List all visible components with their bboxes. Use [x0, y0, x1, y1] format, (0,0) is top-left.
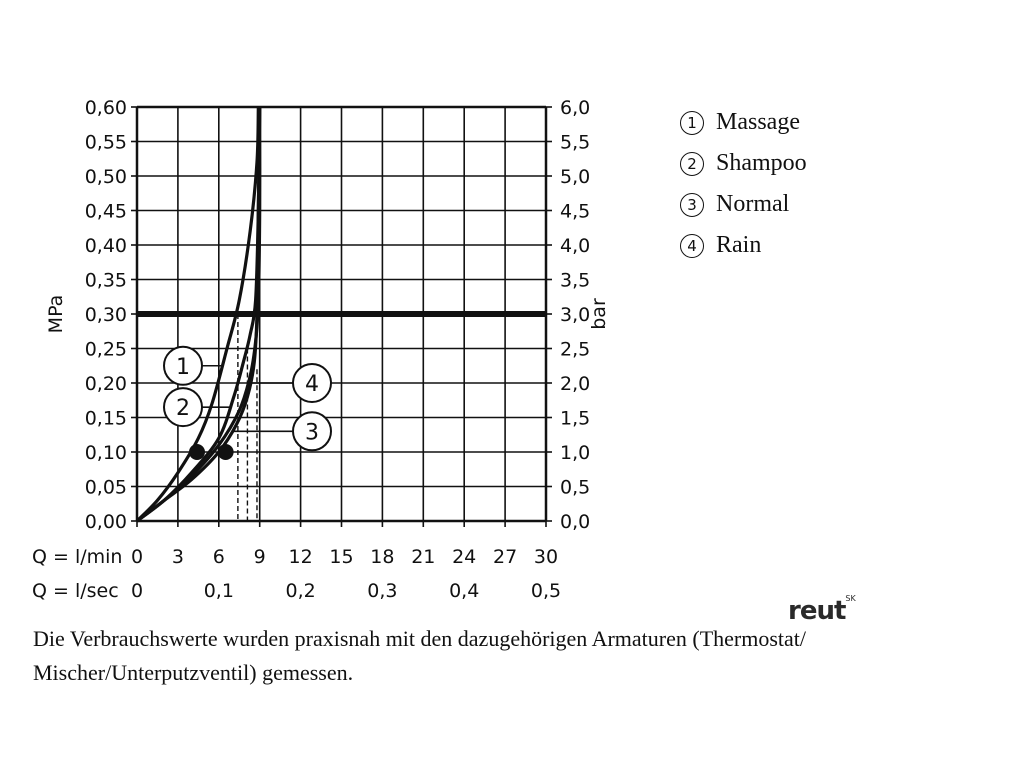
callout-label-4: 4 — [305, 372, 319, 397]
y-right-tick-label: 0,0 — [560, 511, 590, 533]
x-axis-lsec-label: Q = l/sec — [32, 580, 119, 602]
y-right-tick-label: 1,5 — [560, 408, 590, 430]
operating-point-marker — [217, 444, 234, 460]
series-line-1 — [135, 106, 260, 523]
y-left-tick-label: 0,20 — [85, 373, 127, 395]
x-tick-label-lsec: 0,5 — [531, 580, 561, 602]
y-right-tick-label: 1,0 — [560, 442, 590, 464]
y-right-tick-label: 5,0 — [560, 166, 590, 188]
x-axis-lmin-label: Q = l/min — [32, 546, 122, 568]
y-left-tick-label: 0,35 — [85, 270, 127, 292]
logo-sup: SK — [845, 594, 856, 604]
callouts-group: 1 2 4 3 — [163, 345, 332, 452]
callout-label-3: 3 — [305, 420, 319, 445]
operating-point-marker — [188, 444, 205, 460]
y-left-tick-label: 0,30 — [85, 304, 127, 326]
legend-label-rain: Rain — [716, 232, 762, 258]
axis-labels-group: 0,000,050,100,150,200,250,300,350,400,45… — [32, 97, 610, 602]
x-tick-label-lsec: 0,2 — [285, 580, 315, 602]
x-tick-label-lsec: 0 — [131, 580, 143, 602]
y-right-tick-label: 4,0 — [560, 235, 590, 257]
legend-number-2: 2 — [680, 151, 704, 176]
legend-label-shampoo: Shampoo — [716, 150, 807, 176]
legend-label-normal: Normal — [716, 191, 790, 217]
legend-item-normal: 3 Normal — [680, 184, 807, 225]
markers-group — [188, 444, 234, 460]
y-left-tick-label: 0,05 — [85, 477, 127, 499]
y-left-tick-label: 0,50 — [85, 166, 127, 188]
logo-text: reut — [788, 596, 846, 626]
legend-item-shampoo: 2 Shampoo — [680, 143, 807, 184]
legend-label-massage: Massage — [716, 109, 800, 135]
x-tick-label-lmin: 24 — [452, 546, 476, 568]
legend-item-massage: 1 Massage — [680, 102, 807, 143]
x-tick-label-lmin: 21 — [411, 546, 435, 568]
legend-number-3: 3 — [680, 192, 704, 217]
y-left-tick-label: 0,15 — [85, 408, 127, 430]
y-right-tick-label: 3,0 — [560, 304, 590, 326]
y-right-tick-label: 6,0 — [560, 97, 590, 119]
callout-circle-1 — [163, 345, 203, 386]
y-right-tick-label: 5,5 — [560, 132, 590, 154]
legend: 1 Massage 2 Shampoo 3 Normal 4 Rain — [680, 102, 807, 266]
y-left-tick-label: 0,10 — [85, 442, 127, 464]
legend-number-1: 1 — [680, 110, 704, 135]
legend-item-rain: 4 Rain — [680, 225, 807, 266]
y-left-tick-label: 0,00 — [85, 511, 127, 533]
callout-circle-2 — [163, 387, 203, 428]
x-tick-label-lmin: 3 — [172, 546, 184, 568]
y-right-tick-label: 2,0 — [560, 373, 590, 395]
legend-number-4: 4 — [680, 233, 704, 258]
y-right-tick-label: 3,5 — [560, 270, 590, 292]
callout-circle-3 — [292, 411, 332, 452]
y-right-tick-label: 4,5 — [560, 201, 590, 223]
y-left-tick-label: 0,55 — [85, 132, 127, 154]
y-right-tick-label: 0,5 — [560, 477, 590, 499]
x-tick-label-lmin: 9 — [254, 546, 266, 568]
callout-label-1: 1 — [176, 355, 190, 380]
x-tick-label-lmin: 12 — [289, 546, 313, 568]
y-left-tick-label: 0,40 — [85, 235, 127, 257]
footnote: Die Verbrauchswerte wurden praxisnah mit… — [33, 626, 806, 685]
y-left-axis-title: MPa — [45, 295, 67, 334]
x-tick-label-lmin: 27 — [493, 546, 517, 568]
x-tick-label-lmin: 6 — [213, 546, 225, 568]
x-tick-label-lmin: 18 — [370, 546, 394, 568]
x-tick-label-lmin: 15 — [329, 546, 353, 568]
x-tick-label-lsec: 0,1 — [204, 580, 234, 602]
y-left-tick-label: 0,45 — [85, 201, 127, 223]
x-tick-label-lsec: 0,3 — [367, 580, 397, 602]
x-tick-label-lmin: 0 — [131, 546, 143, 568]
x-tick-label-lsec: 0,4 — [449, 580, 479, 602]
y-left-tick-label: 0,25 — [85, 339, 127, 361]
callout-label-2: 2 — [176, 396, 190, 421]
brand-logo: reutSK — [788, 594, 856, 626]
series-group — [135, 106, 262, 523]
callout-circle-4 — [292, 363, 332, 403]
x-tick-label-lmin: 30 — [534, 546, 558, 568]
dashed-guides-group — [237, 314, 258, 521]
y-right-axis-title: bar — [588, 298, 610, 330]
y-left-tick-label: 0,60 — [85, 97, 127, 119]
y-right-tick-label: 2,5 — [560, 339, 590, 361]
